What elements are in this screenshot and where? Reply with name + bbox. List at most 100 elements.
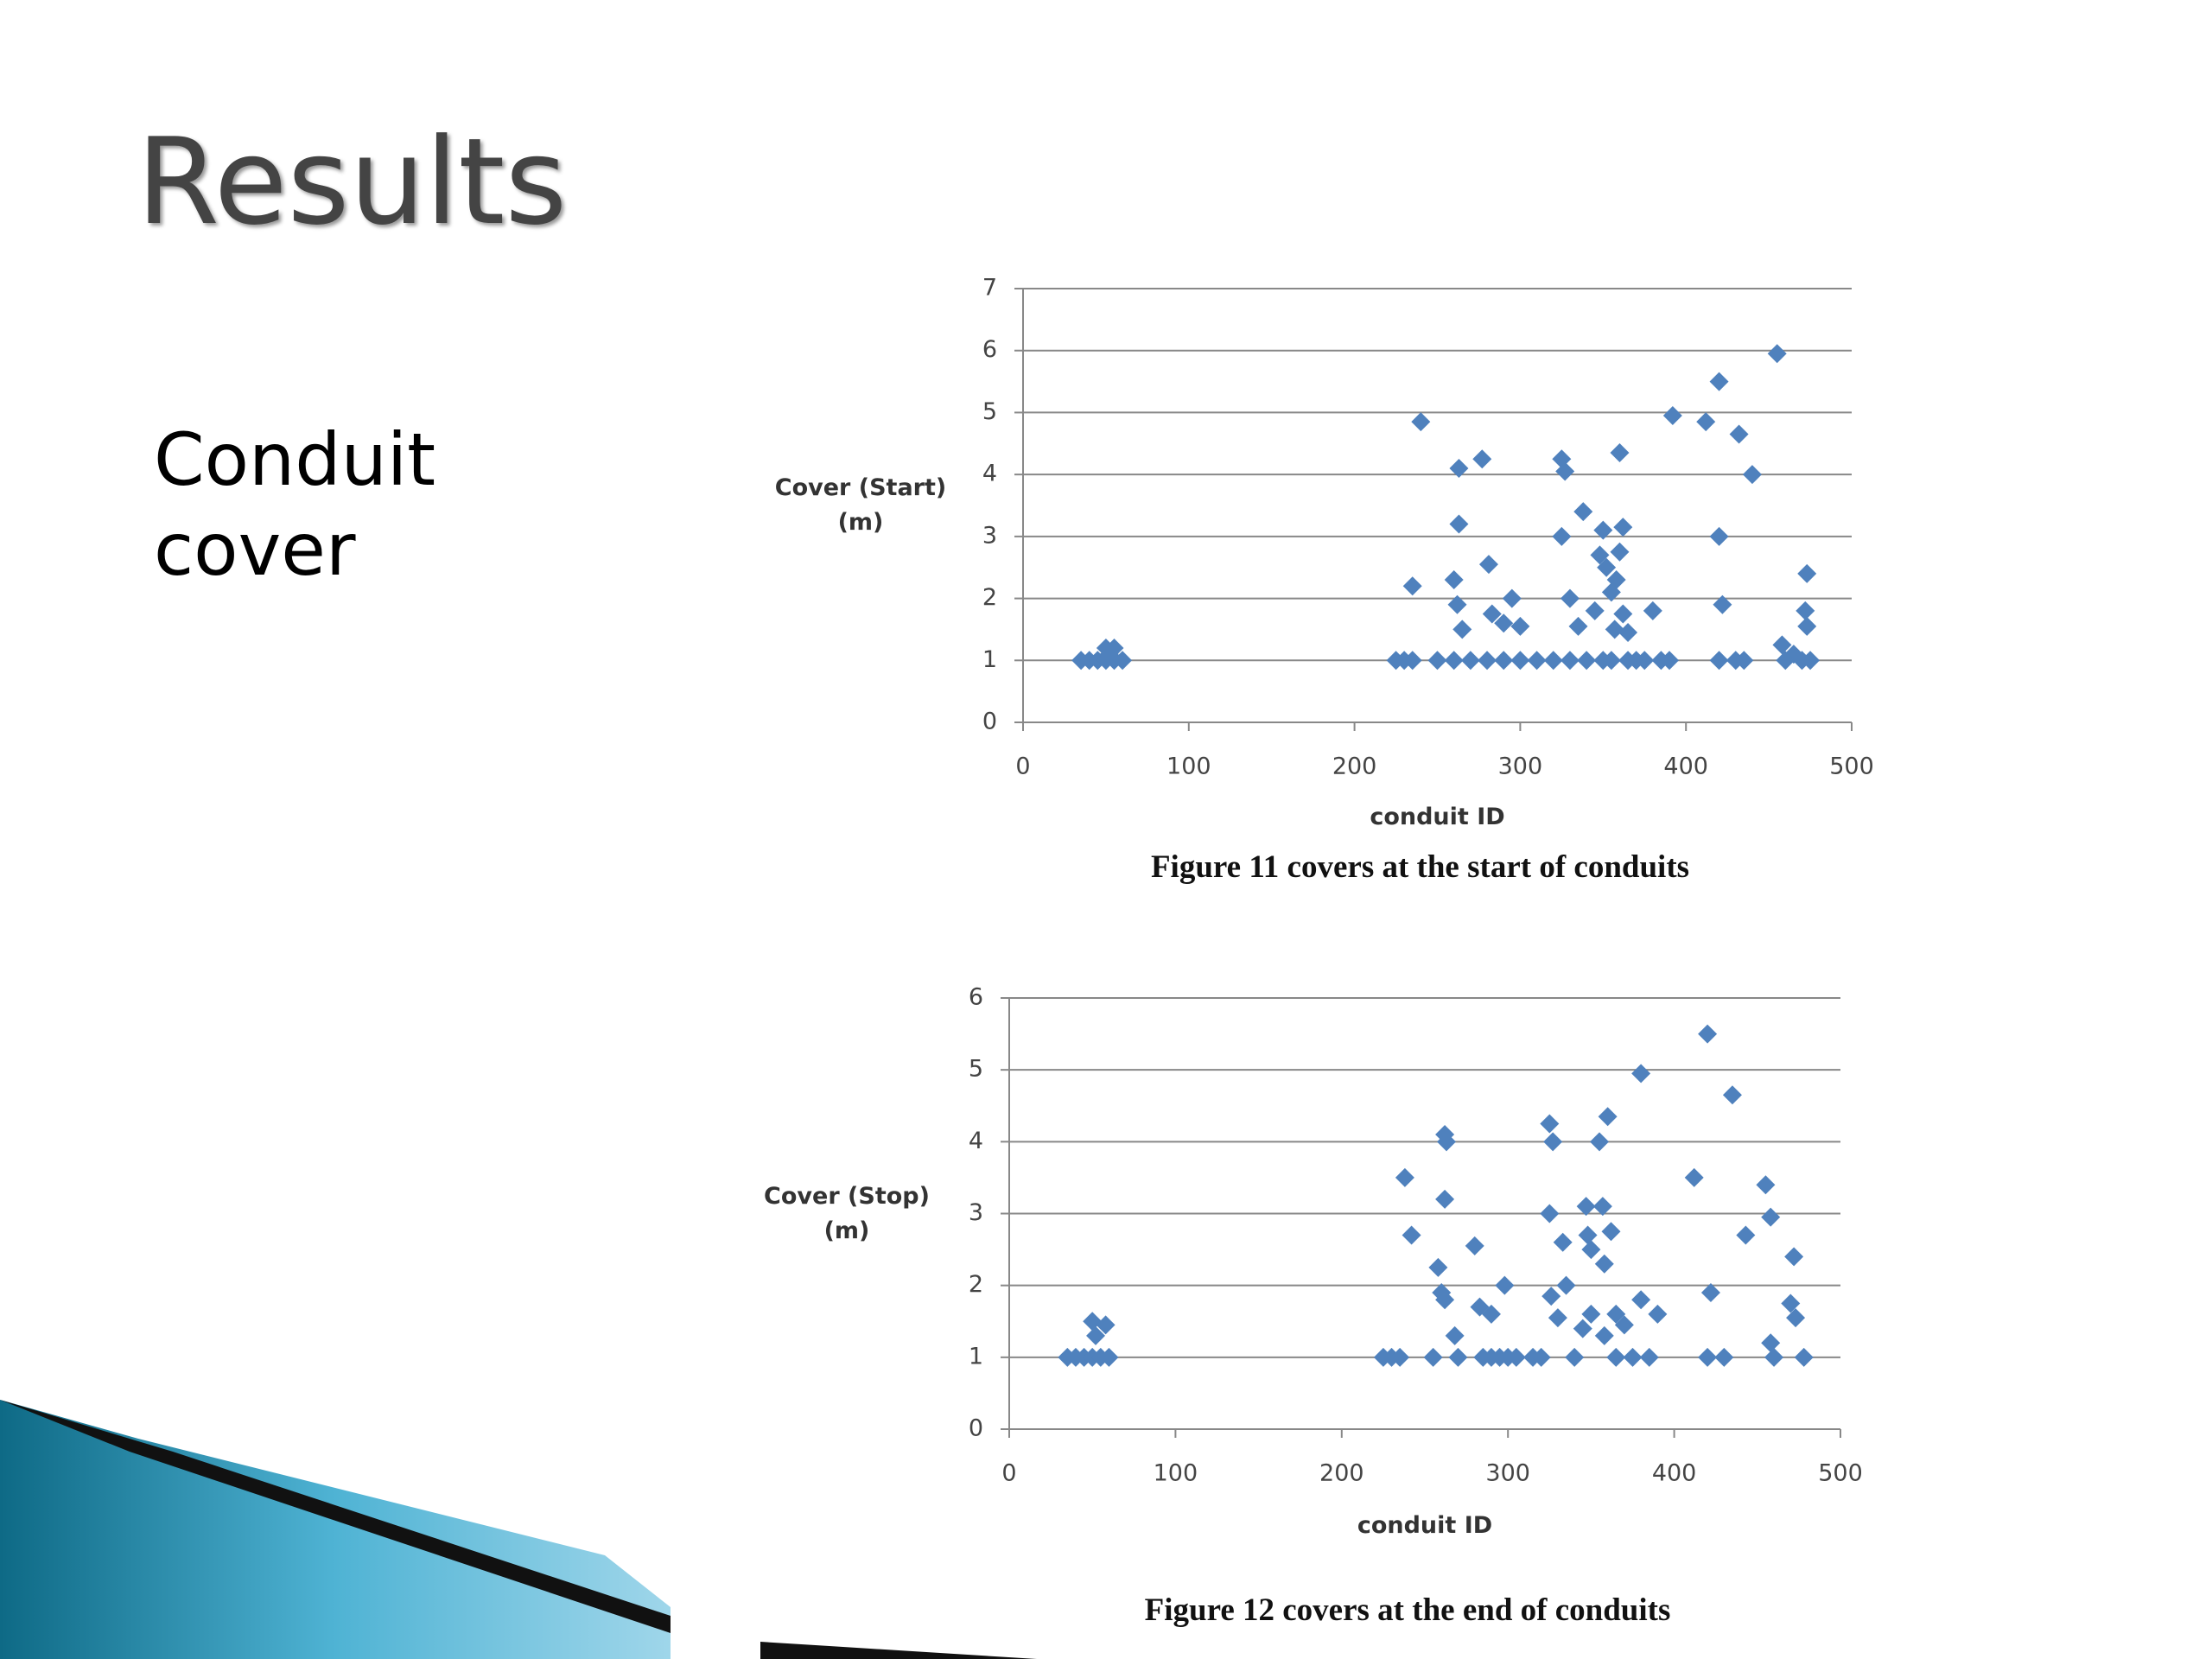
scatter-point <box>1796 601 1815 620</box>
scatter-point <box>1601 1222 1621 1242</box>
scatter-point <box>1635 651 1655 671</box>
x-tick-label: 300 <box>1485 1460 1530 1487</box>
scatter-point <box>1543 1132 1563 1152</box>
x-tick-label: 0 <box>1001 1460 1016 1487</box>
scatter-point <box>1700 1282 1720 1302</box>
scatter-point <box>1590 1132 1610 1152</box>
scatter-point <box>1698 1024 1718 1044</box>
scatter-point <box>1402 651 1422 671</box>
scatter-point <box>1428 1257 1448 1277</box>
scatter-point <box>1482 604 1502 624</box>
scatter-point <box>1593 520 1613 540</box>
scatter-point <box>1448 1347 1468 1367</box>
scatter-point <box>1613 518 1633 537</box>
scatter-point <box>1573 502 1593 522</box>
scatter-point <box>1734 651 1754 671</box>
scatter-point <box>1543 651 1563 671</box>
scatter-point <box>1447 594 1467 614</box>
x-tick-label: 200 <box>1332 753 1377 780</box>
scatter-point <box>1510 651 1530 671</box>
decor-stripe <box>0 1400 671 1633</box>
scatter-point <box>1696 412 1716 432</box>
scatter-point <box>1411 412 1431 432</box>
scatter-point <box>1597 557 1617 577</box>
scatter-point <box>1502 588 1522 608</box>
scatter-point <box>1568 616 1588 636</box>
y-tick-label: 2 <box>969 1271 983 1298</box>
scatter-point <box>1573 1319 1592 1338</box>
y-tick-label: 3 <box>982 522 997 549</box>
scatter-point <box>1460 651 1480 671</box>
scatter-point <box>1742 465 1762 485</box>
y-axis-label: Cover (Start) (m) <box>774 474 947 536</box>
x-tick-label: 200 <box>1319 1460 1364 1487</box>
scatter-point <box>1781 1294 1801 1313</box>
scatter-point <box>1435 1189 1455 1209</box>
scatter-point <box>1083 1312 1103 1332</box>
scatter-point <box>1576 1197 1596 1217</box>
scatter-point <box>1684 1167 1704 1187</box>
y-tick-label: 6 <box>982 336 997 363</box>
y-tick-label: 4 <box>982 461 997 487</box>
scatter-point <box>1605 620 1624 639</box>
scatter-point <box>1585 601 1605 620</box>
scatter-point <box>1402 1225 1421 1245</box>
scatter-point <box>1565 1347 1585 1367</box>
scatter-point <box>1578 1225 1598 1245</box>
scatter-point <box>1540 1114 1560 1134</box>
scatter-point <box>1099 1347 1119 1367</box>
scatter-point <box>1445 1325 1465 1345</box>
decor-mask <box>671 1538 1362 1659</box>
scatter-point <box>1099 645 1119 664</box>
scatter-point <box>1478 651 1497 671</box>
scatter-point <box>1761 1333 1781 1353</box>
scatter-point <box>1577 651 1597 671</box>
scatter-point <box>1592 1197 1612 1217</box>
scatter-point <box>1797 563 1817 583</box>
scatter-point <box>1552 526 1572 546</box>
y-axis-label: Cover (Stop) (m) <box>764 1183 930 1244</box>
scatter-point <box>1713 594 1732 614</box>
decor-swoosh <box>0 1400 671 1659</box>
decor-stripe <box>760 1642 1037 1659</box>
scatter-point <box>1610 542 1630 562</box>
scatter-point <box>1548 1308 1567 1328</box>
scatter-point <box>1714 1347 1734 1367</box>
scatter-point <box>1767 344 1787 364</box>
scatter-point <box>1698 1347 1718 1367</box>
x-tick-label: 0 <box>1015 753 1030 780</box>
scatter-point <box>1662 406 1682 426</box>
slide-title: Results <box>137 112 568 251</box>
scatter-point <box>1648 1304 1668 1324</box>
scatter-point <box>1481 1304 1501 1324</box>
scatter-point <box>1560 651 1580 671</box>
scatter-point <box>1395 1167 1414 1187</box>
scatter-point <box>1606 1304 1626 1324</box>
x-tick-label: 400 <box>1663 753 1708 780</box>
y-tick-label: 5 <box>969 1056 983 1083</box>
scatter-point <box>1465 1236 1484 1255</box>
scatter-point <box>1541 1287 1561 1306</box>
scatter-point <box>1390 1347 1410 1367</box>
scatter-point <box>1613 604 1633 624</box>
scatter-point <box>1610 443 1630 463</box>
scatter-point <box>1086 1325 1106 1345</box>
scatter-point <box>1606 1347 1626 1367</box>
x-axis-label: conduit ID <box>1370 804 1505 830</box>
scatter-point <box>1786 1308 1806 1328</box>
scatter-point <box>1764 1347 1784 1367</box>
figure-caption: Figure 11 covers at the start of conduit… <box>1150 849 1690 885</box>
scatter-point <box>1709 526 1729 546</box>
scatter-point <box>1772 635 1792 655</box>
scatter-point <box>1560 588 1580 608</box>
scatter-point <box>1594 1254 1614 1274</box>
scatter-point <box>1606 570 1626 590</box>
y-tick-label: 5 <box>982 398 997 425</box>
y-tick-label: 6 <box>969 984 983 1011</box>
scatter-point <box>1639 1347 1659 1367</box>
scatter-point <box>1531 1347 1551 1367</box>
scatter-point <box>1722 1085 1742 1105</box>
y-tick-label: 4 <box>969 1128 983 1154</box>
